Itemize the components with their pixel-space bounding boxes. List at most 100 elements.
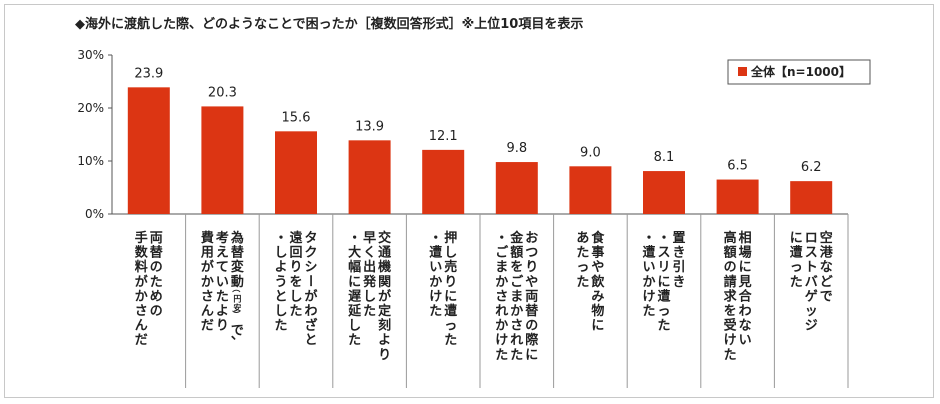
category-char: の: [150, 304, 163, 319]
category-char: ど: [820, 275, 833, 290]
category-char: わ: [304, 304, 317, 319]
category-char: ス: [657, 246, 670, 261]
category-char: た: [724, 348, 737, 363]
bar-value-label: 8.1: [654, 150, 675, 165]
category-char: に: [444, 289, 457, 304]
category-char: ま: [495, 260, 508, 275]
category-char: か: [495, 319, 508, 334]
category-char: 料: [135, 259, 148, 275]
category-char: 売: [444, 259, 457, 275]
category-char: ご: [495, 245, 509, 261]
category-char: 安: [233, 302, 241, 312]
category-char: や: [525, 275, 538, 290]
category-char: た: [495, 348, 508, 363]
category-char: し: [274, 246, 287, 261]
category-char: リ: [657, 260, 670, 275]
category-char: り: [216, 319, 229, 334]
category-char: の: [724, 260, 737, 275]
category-char: 空: [820, 230, 833, 246]
bar-value-label: 15.6: [282, 110, 311, 125]
category-char: を: [724, 304, 737, 319]
category-char: 物: [591, 303, 604, 319]
category-char: 延: [347, 303, 362, 319]
category-char: 大: [348, 245, 361, 261]
bar-value-label: 9.0: [580, 145, 601, 160]
category-char: 求: [724, 288, 738, 304]
bar: [275, 131, 317, 214]
category-char: か: [495, 275, 508, 290]
category-char: し: [289, 289, 302, 304]
category-char: き: [672, 246, 685, 261]
category-char: に: [348, 275, 361, 290]
category-char: た: [150, 275, 163, 290]
bar: [569, 166, 612, 214]
category-char: 高: [724, 230, 737, 246]
category-char: う: [274, 275, 287, 290]
category-char: 遅: [348, 289, 361, 304]
category-char: ー: [302, 274, 317, 287]
category-char: 遭: [444, 303, 457, 319]
category-char: っ: [790, 260, 803, 275]
category-char: だ: [201, 319, 214, 334]
bar: [127, 87, 170, 214]
category-char: け: [429, 289, 442, 304]
category-char: ん: [135, 319, 148, 334]
category-char: バ: [805, 275, 818, 290]
category-char: に: [525, 348, 538, 363]
category-char: 食: [591, 230, 605, 246]
legend-label: 全体【n=1000】: [750, 64, 851, 79]
category-char: ・: [429, 231, 442, 246]
bar: [716, 179, 759, 214]
category-char: か: [135, 289, 148, 304]
category-char: き: [672, 275, 685, 290]
category-char: 遭: [429, 245, 442, 261]
category-char: 幅: [348, 259, 361, 275]
bar-value-label: 9.8: [506, 141, 527, 156]
legend-swatch: [738, 67, 747, 76]
category-char: ・: [657, 231, 670, 246]
category-char: っ: [657, 304, 670, 319]
category-char: め: [150, 289, 163, 304]
category-char: 関: [378, 275, 391, 290]
category-char: っ: [576, 260, 589, 275]
category-char: 金: [509, 230, 524, 246]
category-char: わ: [739, 304, 752, 319]
category-char: に: [591, 319, 604, 334]
y-tick-label: 0%: [85, 207, 104, 221]
bar: [643, 171, 685, 214]
category-char: え: [216, 246, 229, 261]
category-char: 出: [363, 259, 376, 275]
category-char: 場: [739, 245, 752, 261]
category-char: と: [274, 289, 287, 304]
category-char: ・: [495, 231, 508, 246]
category-char: よ: [216, 304, 229, 319]
category-char: 遭: [642, 245, 655, 261]
axes: 0% 10% 20% 30%: [77, 48, 849, 388]
category-char: さ: [135, 304, 148, 319]
category-char: り: [289, 260, 302, 275]
category-char: た: [576, 275, 589, 290]
category-char: 円: [233, 294, 241, 303]
category-char: を: [510, 260, 523, 275]
category-char: た: [289, 304, 302, 319]
category-char: く: [363, 246, 376, 261]
bar: [422, 149, 465, 214]
category-char: い: [739, 333, 752, 348]
category-char: に: [739, 260, 752, 275]
category-char: や: [591, 260, 604, 275]
bar-value-label: 12.1: [429, 129, 458, 144]
category-char: 見: [738, 275, 752, 290]
category-char: よ: [378, 333, 391, 348]
category-char: り: [444, 275, 457, 290]
category-char: 変: [231, 259, 244, 275]
category-char: ゲ: [805, 288, 818, 304]
category-char: 相: [739, 230, 752, 246]
bar: [495, 162, 538, 214]
category-char: ッ: [805, 304, 818, 319]
category-char: 通: [378, 245, 391, 261]
legend: 全体【n=1000】: [727, 59, 871, 85]
category-char: ロ: [805, 231, 818, 246]
